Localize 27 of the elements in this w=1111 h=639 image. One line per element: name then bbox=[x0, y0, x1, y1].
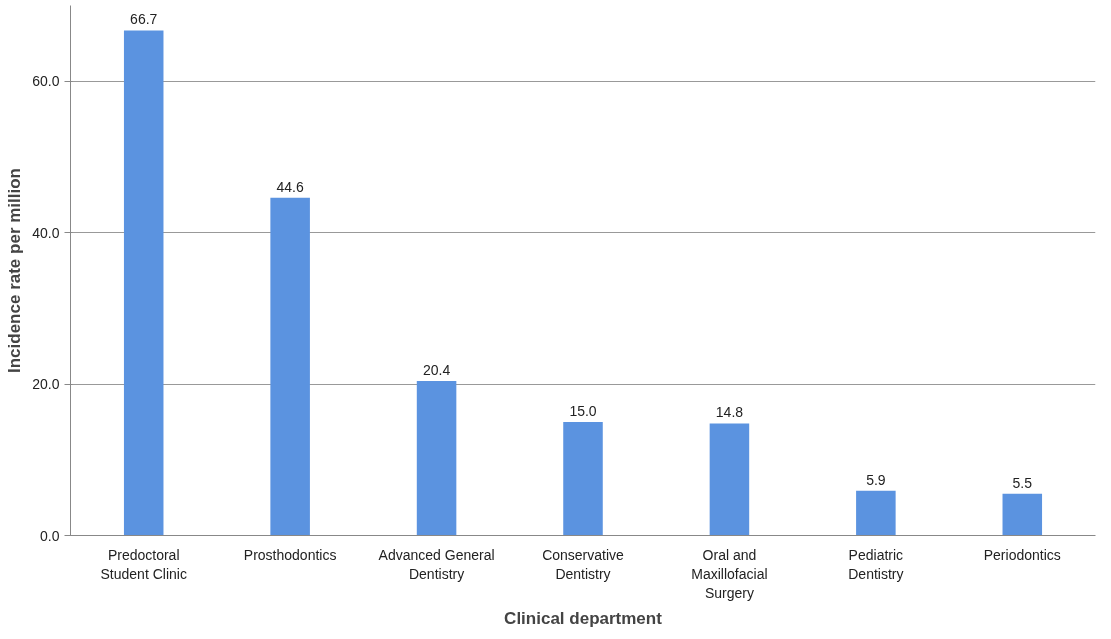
x-tick-label: Pediatric Dentistry bbox=[848, 546, 904, 582]
y-tick-label: 20.0 bbox=[32, 376, 60, 393]
y-axis-title: Incidence rate per million bbox=[5, 167, 25, 373]
bar bbox=[563, 421, 603, 536]
bar bbox=[709, 423, 750, 536]
x-axis-title: Clinical department bbox=[504, 608, 663, 628]
bar bbox=[123, 30, 164, 536]
data-label: 44.6 bbox=[276, 178, 304, 195]
data-label: 14.8 bbox=[715, 404, 744, 421]
data-label: 5.9 bbox=[866, 471, 886, 488]
x-tick-label: Conservative Dentistry bbox=[542, 546, 625, 582]
y-tick-label: 60.0 bbox=[32, 73, 60, 90]
data-label: 20.4 bbox=[422, 362, 451, 379]
data-label: 66.7 bbox=[130, 11, 158, 28]
x-tick-label: Advanced General Dentistry bbox=[378, 546, 495, 582]
x-tick-label: Predoctoral Student Clinic bbox=[100, 546, 187, 582]
x-tick-label: Prosthodontics bbox=[243, 546, 337, 563]
bar bbox=[856, 490, 896, 536]
bar bbox=[270, 197, 310, 536]
x-tick-label: Oral and Maxillofacial Surgery bbox=[691, 546, 768, 601]
data-label: 15.0 bbox=[569, 402, 597, 419]
y-tick-label: 40.0 bbox=[32, 224, 60, 241]
data-label: 5.5 bbox=[1012, 474, 1033, 491]
y-tick-label: 0.0 bbox=[40, 527, 60, 544]
bar bbox=[416, 381, 457, 536]
x-tick-label: Periodontics bbox=[983, 546, 1061, 563]
bar bbox=[1002, 493, 1043, 536]
